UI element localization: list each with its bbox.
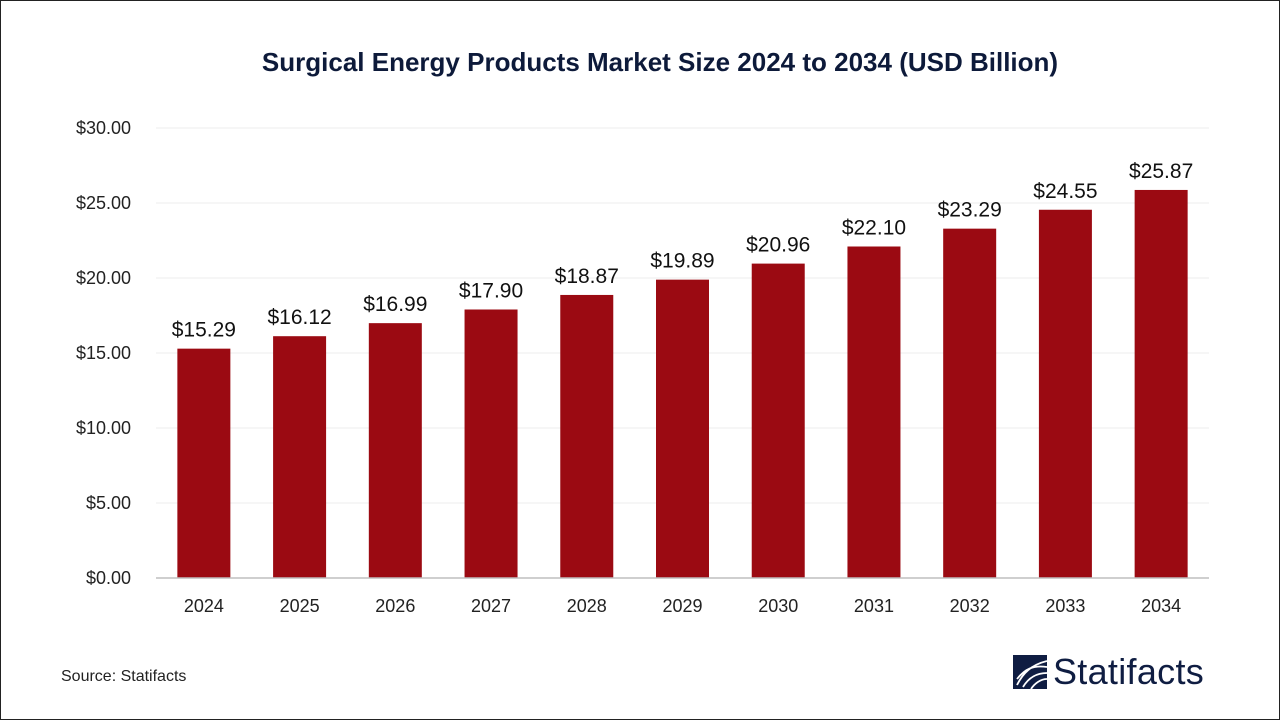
x-tick-label: 2024	[184, 596, 224, 616]
bar	[1038, 209, 1092, 578]
bar	[751, 263, 805, 578]
bar	[847, 246, 901, 578]
y-tick-label: $5.00	[86, 493, 131, 513]
x-tick-label: 2034	[1141, 596, 1181, 616]
x-tick-label: 2031	[854, 596, 894, 616]
data-label: $15.29	[172, 319, 236, 342]
statifacts-logo: Statifacts	[1013, 651, 1204, 693]
bar	[560, 294, 614, 578]
data-label: $24.55	[1033, 180, 1097, 203]
source-note: Source: Statifacts	[61, 668, 187, 685]
bar	[464, 309, 518, 578]
data-label: $22.10	[842, 217, 906, 240]
bar	[1134, 189, 1188, 578]
x-tick-label: 2025	[280, 596, 320, 616]
bar	[177, 348, 231, 578]
data-label: $20.96	[746, 234, 810, 257]
x-tick-label: 2029	[662, 596, 702, 616]
x-tick-label: 2030	[758, 596, 798, 616]
statifacts-logo-icon	[1013, 655, 1047, 689]
data-label: $19.89	[650, 250, 714, 273]
bar	[943, 228, 997, 578]
y-tick-label: $25.00	[76, 193, 131, 213]
bar	[656, 279, 709, 578]
bar	[368, 323, 422, 578]
data-label: $16.99	[363, 293, 427, 316]
y-tick-label: $10.00	[76, 418, 131, 438]
data-label: $16.12	[267, 306, 331, 329]
logo-text: Statifacts	[1053, 651, 1205, 692]
x-tick-label: 2032	[950, 596, 990, 616]
x-tick-label: 2027	[471, 596, 511, 616]
y-tick-label: $20.00	[76, 268, 131, 288]
y-tick-label: $0.00	[86, 568, 131, 588]
data-label: $25.87	[1129, 160, 1193, 183]
x-tick-label: 2033	[1045, 596, 1085, 616]
bar	[273, 336, 327, 578]
data-label: $17.90	[459, 280, 523, 303]
x-tick-label: 2026	[375, 596, 415, 616]
data-label: $18.87	[555, 265, 619, 288]
chart-title: Surgical Energy Products Market Size 202…	[261, 47, 1059, 77]
y-tick-label: $15.00	[76, 343, 131, 363]
x-tick-label: 2028	[567, 596, 607, 616]
data-label: $23.29	[938, 199, 1002, 222]
y-tick-label: $30.00	[76, 118, 131, 138]
